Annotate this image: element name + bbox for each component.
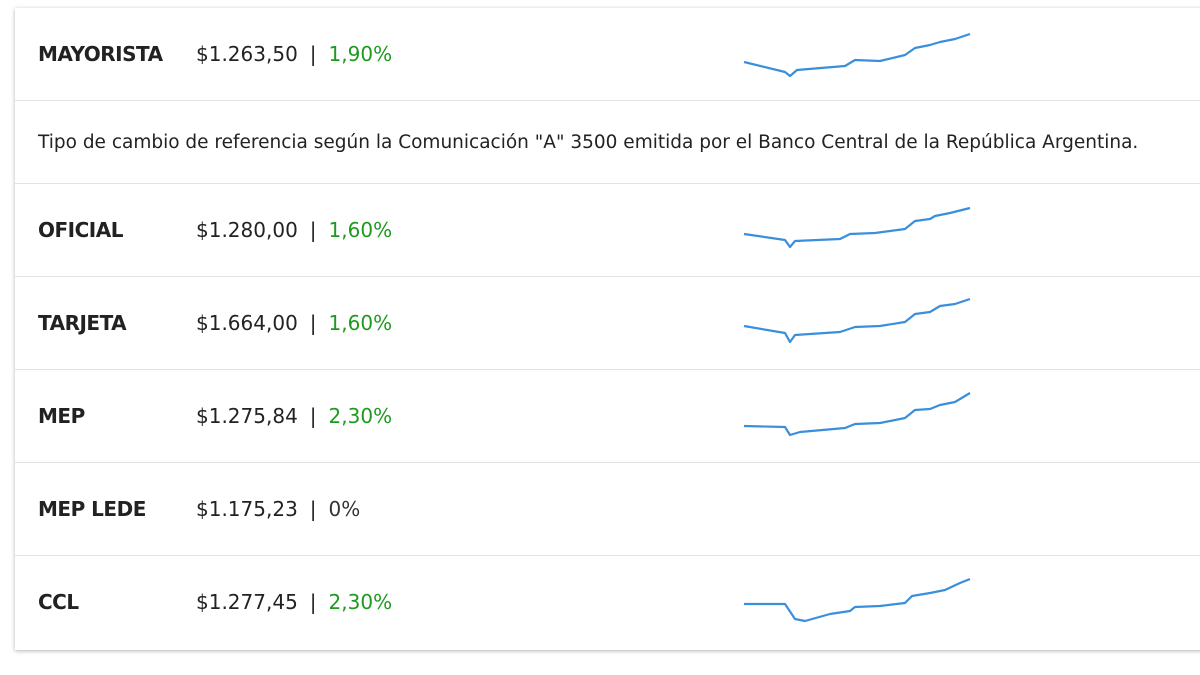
price: $1.277,45 [196,590,298,614]
rate-label: CCL [38,590,79,614]
rate-row: TARJETA $1.664,00 | 1,60% [15,277,1200,370]
rate-row: CCL $1.277,45 | 2,30% [15,556,1200,648]
rate-row: OFICIAL $1.280,00 | 1,60% [15,184,1200,277]
note-text: Tipo de cambio de referencia según la Co… [38,131,1139,153]
rate-row: MEP LEDE $1.175,23 | 0% [15,463,1200,556]
change: 1,60% [328,218,393,242]
change: 1,60% [328,311,393,335]
rate-value: $1.280,00 | 1,60% [196,218,392,242]
separator: | [309,218,317,242]
separator: | [309,42,317,66]
rate-value: $1.175,23 | 0% [196,497,360,521]
note-row: Tipo de cambio de referencia según la Co… [15,101,1200,184]
rate-row: MEP $1.275,84 | 2,30% [15,370,1200,463]
change: 2,30% [328,404,393,428]
price: $1.280,00 [196,218,298,242]
separator: | [309,590,317,614]
rate-label: MEP [38,404,85,428]
price: $1.263,50 [196,42,298,66]
rate-value: $1.275,84 | 2,30% [196,404,392,428]
rate-label: OFICIAL [38,218,123,242]
separator: | [309,311,317,335]
rate-label: TARJETA [38,311,127,335]
rate-value: $1.277,45 | 2,30% [196,590,392,614]
rate-label: MEP LEDE [38,497,146,521]
separator: | [309,404,317,428]
rate-value: $1.263,50 | 1,90% [196,42,392,66]
rate-label: MAYORISTA [38,42,163,66]
rate-row: MAYORISTA $1.263,50 | 1,90% [15,8,1200,101]
price: $1.664,00 [196,311,298,335]
price: $1.275,84 [196,404,298,428]
rate-value: $1.664,00 | 1,60% [196,311,392,335]
price: $1.175,23 [196,497,298,521]
separator: | [309,497,317,521]
rates-card: MAYORISTA $1.263,50 | 1,90% Tipo de cambio d… [15,8,1200,650]
change: 0% [328,497,361,521]
change: 2,30% [328,590,393,614]
change: 1,90% [328,42,393,66]
